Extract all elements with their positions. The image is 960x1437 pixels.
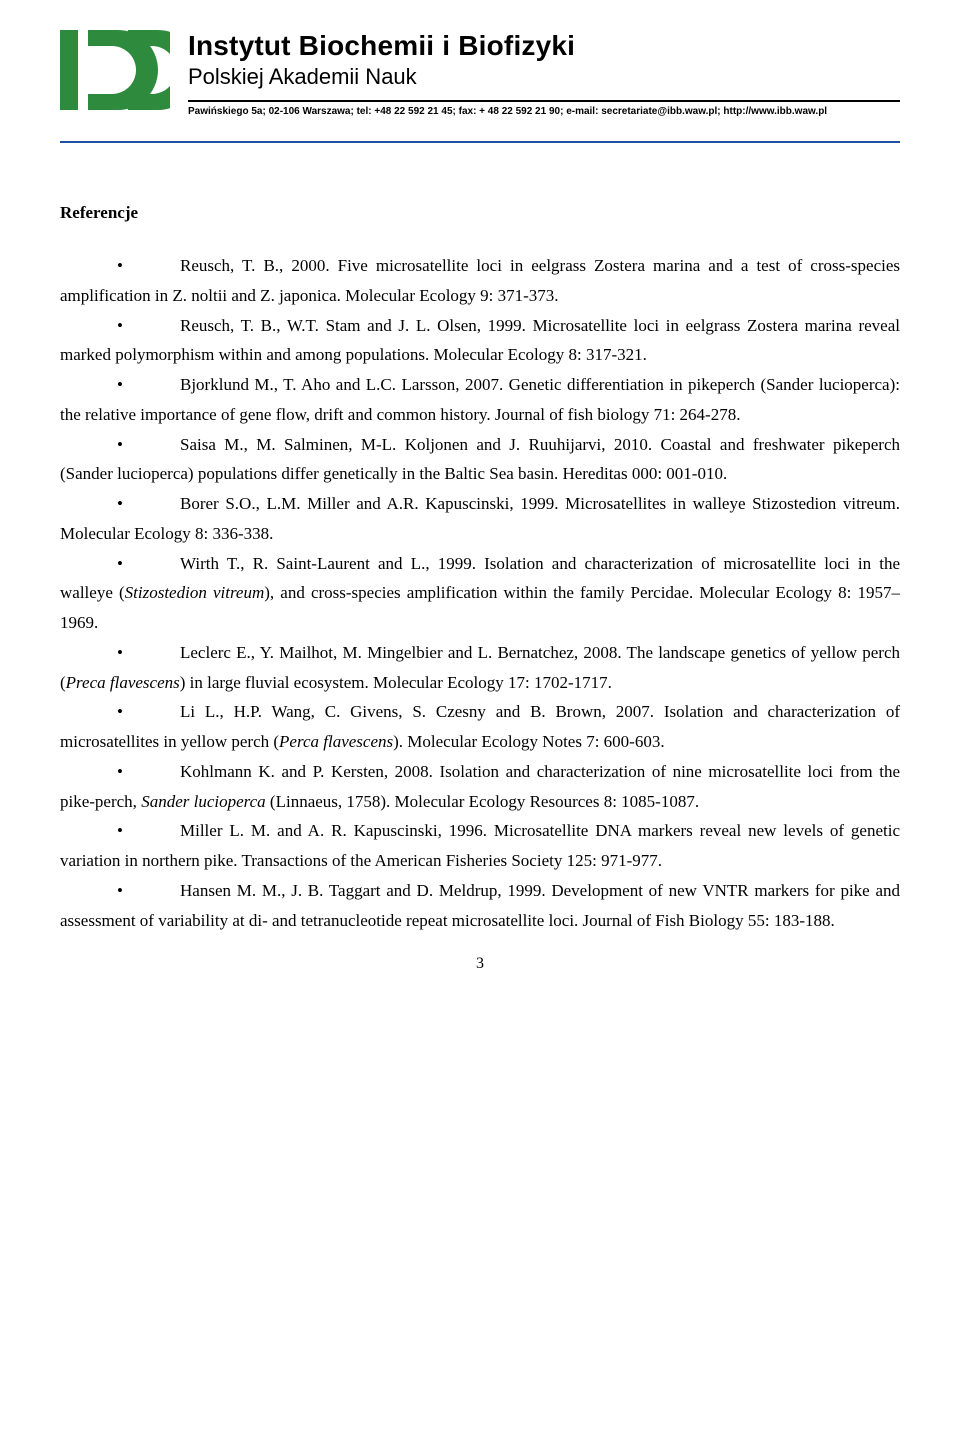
references-list: •Reusch, T. B., 2000. Five microsatellit…: [60, 251, 900, 935]
reference-item: •Leclerc E., Y. Mailhot, M. Mingelbier a…: [60, 638, 900, 698]
bullet-icon: •: [60, 370, 180, 400]
reference-item: •Saisa M., M. Salminen, M-L. Koljonen an…: [60, 430, 900, 490]
bullet-icon: •: [60, 311, 180, 341]
reference-text: Hansen M. M., J. B. Taggart and D. Meldr…: [60, 881, 900, 930]
reference-italic: Preca flavescens: [66, 673, 180, 692]
reference-italic: Perca flavescens: [279, 732, 393, 751]
bullet-icon: •: [60, 816, 180, 846]
reference-item: •Li L., H.P. Wang, C. Givens, S. Czesny …: [60, 697, 900, 757]
reference-text: Saisa M., M. Salminen, M-L. Koljonen and…: [60, 435, 900, 484]
reference-item: •Reusch, T. B., W.T. Stam and J. L. Olse…: [60, 311, 900, 371]
reference-text-post: ). Molecular Ecology Notes 7: 600-603.: [393, 732, 664, 751]
letterhead-header: Instytut Biochemii i Biofizyki Polskiej …: [60, 30, 900, 117]
reference-text: Reusch, T. B., W.T. Stam and J. L. Olsen…: [60, 316, 900, 365]
institute-text-block: Instytut Biochemii i Biofizyki Polskiej …: [188, 30, 900, 117]
reference-item: •Bjorklund M., T. Aho and L.C. Larsson, …: [60, 370, 900, 430]
institute-logo: [60, 30, 170, 110]
reference-italic: Stizostedion vitreum: [125, 583, 265, 602]
header-divider-black: [188, 100, 900, 102]
reference-item: •Borer S.O., L.M. Miller and A.R. Kapusc…: [60, 489, 900, 549]
reference-text: Bjorklund M., T. Aho and L.C. Larsson, 2…: [60, 375, 900, 424]
institute-title: Instytut Biochemii i Biofizyki: [188, 30, 900, 62]
page-number: 3: [60, 955, 900, 973]
bullet-icon: •: [60, 697, 180, 727]
contact-line: Pawińskiego 5a; 02-106 Warszawa; tel: +4…: [188, 106, 900, 117]
reference-text-post: ) in large fluvial ecosystem. Molecular …: [180, 673, 612, 692]
reference-item: •Reusch, T. B., 2000. Five microsatellit…: [60, 251, 900, 311]
bullet-icon: •: [60, 638, 180, 668]
reference-text: Reusch, T. B., 2000. Five microsatellite…: [60, 256, 900, 305]
bullet-icon: •: [60, 549, 180, 579]
reference-text-post: (Linnaeus, 1758). Molecular Ecology Reso…: [266, 792, 699, 811]
reference-text: Borer S.O., L.M. Miller and A.R. Kapusci…: [60, 494, 900, 543]
reference-item: •Wirth T., R. Saint-Laurent and L., 1999…: [60, 549, 900, 638]
section-heading: Referencje: [60, 203, 900, 223]
reference-item: •Hansen M. M., J. B. Taggart and D. Meld…: [60, 876, 900, 936]
bullet-icon: •: [60, 489, 180, 519]
reference-italic: Sander lucioperca: [141, 792, 265, 811]
institute-subtitle: Polskiej Akademii Nauk: [188, 64, 900, 90]
reference-item: •Miller L. M. and A. R. Kapuscinski, 199…: [60, 816, 900, 876]
reference-item: •Kohlmann K. and P. Kersten, 2008. Isola…: [60, 757, 900, 817]
bullet-icon: •: [60, 251, 180, 281]
bullet-icon: •: [60, 876, 180, 906]
reference-text: Miller L. M. and A. R. Kapuscinski, 1996…: [60, 821, 900, 870]
bullet-icon: •: [60, 757, 180, 787]
page-container: Instytut Biochemii i Biofizyki Polskiej …: [0, 0, 960, 1013]
header-divider-blue: [60, 141, 900, 143]
bullet-icon: •: [60, 430, 180, 460]
